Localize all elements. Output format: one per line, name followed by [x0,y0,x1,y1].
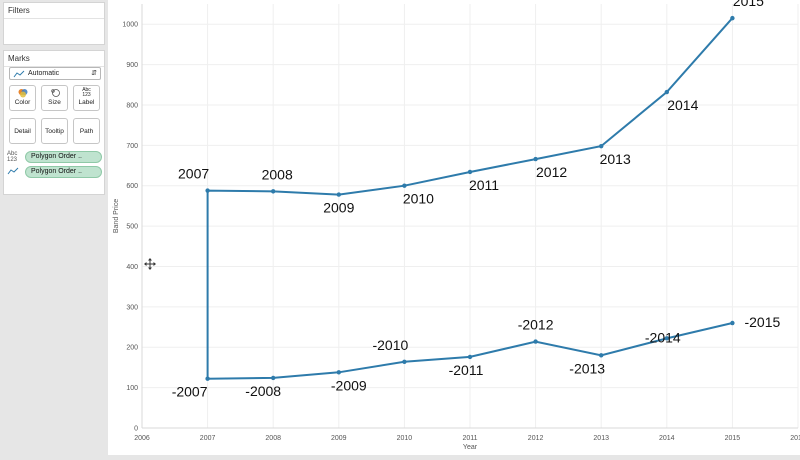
mark-type-value: Automatic [28,70,60,77]
filters-title: Filters [4,3,104,19]
x-tick-label: 2016 [790,435,800,442]
data-label: -2013 [569,360,605,376]
y-tick-label: 200 [126,345,138,352]
data-label: 2010 [403,191,434,207]
tooltip-button-label: Tooltip [45,127,64,135]
y-tick-label: 300 [126,304,138,311]
tooltip-button[interactable]: Tooltip [41,118,68,144]
mark-type-dropdown[interactable]: Automatic ⇵ [9,67,101,80]
y-tick-label: 500 [126,224,138,231]
data-point[interactable] [402,183,407,188]
move-cursor-icon [144,258,156,270]
y-tick-label: 0 [134,426,138,433]
x-tick-label: 2012 [528,435,544,442]
marks-title: Marks [4,51,104,67]
data-label: 2012 [536,164,567,180]
y-tick-label: 400 [126,264,138,271]
y-tick-label: 1000 [122,22,138,29]
size-button-label: Size [48,99,61,106]
data-label: -2007 [172,384,208,400]
label-icon: Abc 123 [82,87,91,98]
y-tick-labels: 0 100 200 300 400 500 600 700 800 900 1000 [122,22,138,433]
data-label: -2009 [331,377,367,393]
data-point[interactable] [402,359,407,364]
data-label: -2008 [245,383,281,399]
data-label: 2015 [733,0,764,9]
data-labels: -2015 -2014 -2013 -2012 -2011 -2010 -2009 -2008… [172,0,781,400]
polygon-order-label-pill[interactable]: Polygon Order .. [25,151,102,163]
data-label: 2008 [262,166,293,182]
x-tick-label: 2011 [462,435,477,442]
color-button[interactable]: Color [9,85,36,111]
data-label: -2014 [645,329,681,345]
data-label: 2009 [323,200,354,216]
data-point[interactable] [664,336,669,341]
detail-button[interactable]: Detail [9,118,36,144]
size-button[interactable]: Size [41,85,68,111]
y-axis-title: Band Price [113,199,120,233]
data-label: 2011 [469,177,499,193]
data-label: -2012 [518,317,554,333]
data-point[interactable] [336,370,341,375]
data-label: 2013 [600,151,631,167]
x-tick-label: 2010 [397,435,413,442]
filters-panel[interactable]: Filters [3,2,105,45]
x-tick-label: 2013 [593,435,609,442]
x-tick-label: 2009 [331,435,347,442]
x-tick-label: 2014 [659,435,675,442]
x-tick-label: 2008 [265,435,281,442]
x-tick-labels: 2006 2007 2008 2009 2010 2011 2012 2013 2014 2015… [134,435,800,442]
data-point[interactable] [271,189,276,194]
detail-button-label: Detail [14,127,31,135]
data-point[interactable] [205,188,210,193]
y-tick-label: 800 [126,102,138,109]
data-point[interactable] [533,339,538,344]
data-point[interactable] [664,89,669,95]
line-path-icon [7,166,19,178]
line-mark-icon [13,70,25,77]
polygon-order-path-pill[interactable]: Polygon Order .. [25,166,102,178]
label-button[interactable]: Abc 123 Label [73,85,100,111]
path-pill-row: Polygon Order .. [7,166,103,178]
data-point[interactable] [336,192,341,197]
series-line [206,17,734,380]
data-point[interactable] [205,376,210,381]
marks-card: Marks Automatic ⇵ Color Size Abc 123 Lab… [3,50,105,195]
x-axis-title: Year [463,444,478,451]
y-tick-label: 900 [126,62,138,69]
size-icon [42,88,67,99]
x-tick-label: 2015 [725,435,741,442]
color-button-label: Color [14,99,31,106]
color-icon [10,88,35,99]
data-label: -2010 [372,337,408,353]
dropdown-caret-icon: ⇵ [91,70,97,77]
y-tick-label: 100 [126,385,138,392]
data-point[interactable] [599,353,604,358]
label-pill-row: Abc 123 Polygon Order .. [7,151,103,163]
path-button[interactable]: Path [73,118,100,144]
data-label: -2015 [744,314,780,330]
chart-area[interactable]: 0 100 200 300 400 500 600 700 800 900 1000 2006 200… [108,0,800,455]
data-point[interactable] [730,15,735,21]
y-tick-label: 700 [126,143,138,150]
data-point[interactable] [271,375,276,381]
y-tick-label: 600 [126,183,138,190]
path-button-label: Path [79,127,94,135]
data-label: 2014 [667,97,698,113]
data-label: 2007 [178,166,209,182]
data-point[interactable] [730,320,735,326]
data-point[interactable] [467,169,473,175]
label-pill-icon: Abc 123 [7,151,18,163]
data-point[interactable] [467,354,473,360]
data-points [205,15,735,381]
label-button-label: Label [78,99,95,106]
data-point[interactable] [599,143,604,149]
sidebar: Filters Marks Automatic ⇵ Color Size Abc… [0,0,108,455]
data-label: -2011 [449,362,484,378]
data-point[interactable] [533,156,538,162]
x-tick-label: 2006 [134,435,150,442]
x-tick-label: 2007 [200,435,216,442]
